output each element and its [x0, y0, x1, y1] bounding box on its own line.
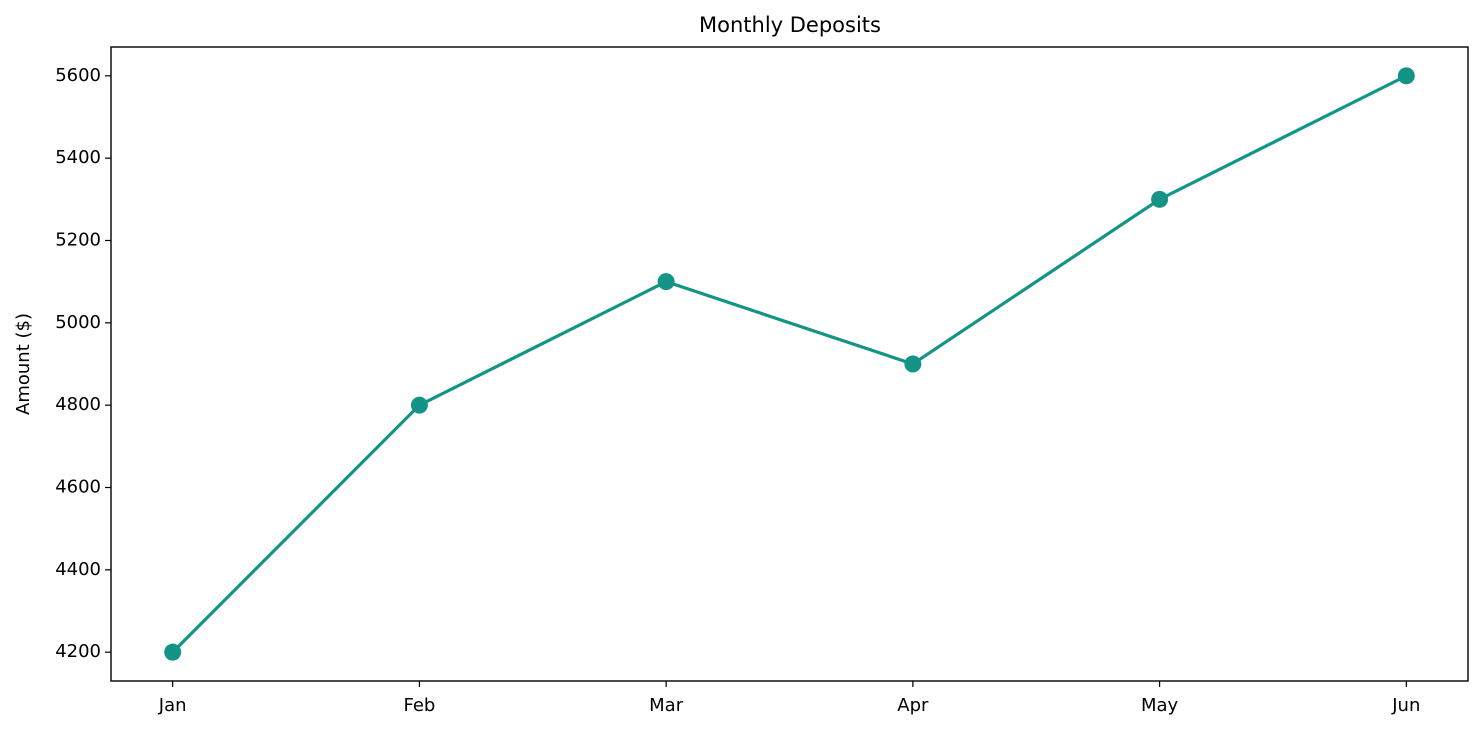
point	[904, 355, 922, 373]
x-tick-label: Mar	[649, 695, 684, 716]
y-tick-label: 5000	[55, 312, 101, 333]
y-tick-label: 5600	[55, 65, 101, 86]
axes-frame	[110, 46, 1469, 682]
x-tick-label: Jun	[1391, 695, 1420, 716]
y-tick-label: 4400	[55, 559, 101, 580]
x-tick-label: Feb	[403, 695, 435, 716]
y-tick-label: 5200	[55, 229, 101, 250]
y-tick-label: 4600	[55, 477, 101, 498]
y-axis-label: Amount ($)	[13, 313, 34, 415]
point	[657, 273, 675, 291]
x-tick-label: May	[1141, 695, 1179, 716]
x-tick-label: Jan	[158, 695, 187, 716]
x-tick-label: Apr	[897, 695, 929, 716]
point	[1151, 190, 1169, 208]
y-tick-label: 4800	[55, 394, 101, 415]
y-tick-label: 4200	[55, 641, 101, 662]
line	[171, 74, 1408, 654]
y-tick-label: 5400	[55, 147, 101, 168]
point	[410, 396, 428, 414]
chart-title: Monthly Deposits	[699, 13, 881, 37]
point	[1397, 67, 1415, 85]
point	[164, 643, 182, 661]
